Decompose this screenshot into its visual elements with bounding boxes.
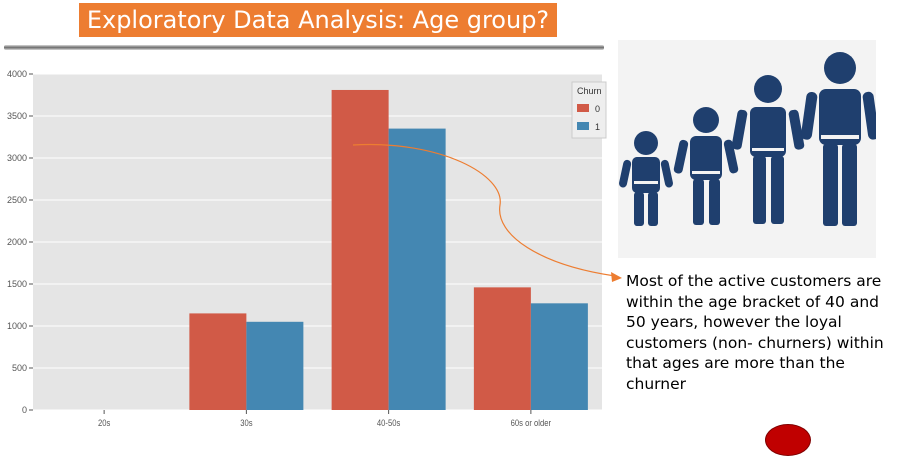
y-tick-label: 3000 (7, 153, 27, 163)
red-circle-shape (765, 424, 811, 456)
bar-60s-or-older-churn-0 (473, 287, 531, 410)
people-group-icon (618, 40, 876, 258)
y-tick-label: 3500 (7, 111, 27, 121)
y-tick-label: 1000 (7, 321, 27, 331)
legend-title: Churn (577, 86, 602, 96)
x-tick-label: 60s or older (511, 417, 552, 428)
legend-label-0: 0 (595, 104, 600, 114)
legend-label-1: 1 (595, 122, 600, 132)
legend-swatch-0 (577, 104, 589, 112)
y-tick-label: 2500 (7, 195, 27, 205)
x-tick-label: 40-50s (377, 417, 400, 428)
y-tick-label: 2000 (7, 237, 27, 247)
bar-40-50s-churn-1 (388, 128, 446, 410)
annotation-arrow (352, 143, 622, 282)
y-tick-label: 0 (22, 405, 27, 415)
age-group-bar-chart: 0 500 1000 1500 2000 2500 3000 3500 4000 20s 30s 40… (7, 69, 607, 428)
title-separator (4, 45, 604, 50)
legend-swatch-1 (577, 122, 589, 130)
bar-60s-or-older-churn-1 (530, 303, 588, 410)
insight-caption: Most of the active customers are within … (626, 272, 884, 393)
bar-30s-churn-1 (246, 321, 304, 410)
x-tick-label: 30s (240, 417, 252, 428)
slide-title: Exploratory Data Analysis: Age group? (79, 3, 557, 37)
bar-30s-churn-0 (189, 313, 247, 410)
bar-40-50s-churn-0 (331, 89, 389, 411)
y-tick-label: 1500 (7, 279, 27, 289)
x-tick-label: 20s (98, 417, 110, 428)
y-tick-label: 500 (12, 363, 27, 373)
y-tick-label: 4000 (7, 69, 27, 79)
